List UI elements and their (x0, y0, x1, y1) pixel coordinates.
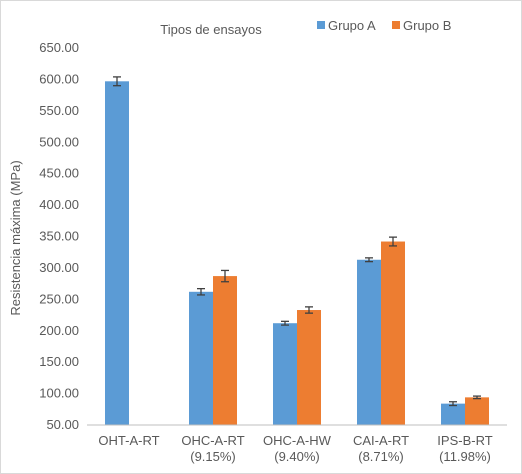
x-tick-label: IPS-B-RT (11.98%) (437, 433, 492, 464)
x-axis-labels: OHT-A-RT OHC-A-RT (9.15%) OHC-A-HW (9.40%) CA… (98, 433, 492, 464)
error-bar (221, 269, 229, 283)
bar-grupo-a (189, 291, 213, 425)
y-tick-label: 450.00 (39, 166, 79, 181)
x-tick-label: OHC-A-RT (9.15%) (181, 433, 244, 464)
y-tick-label: 300.00 (39, 260, 79, 275)
y-tick-label: 150.00 (39, 354, 79, 369)
y-tick-label: 400.00 (39, 197, 79, 212)
legend-label: Grupo A (328, 18, 376, 33)
y-axis-title: Resistencia máxima (MPa) (8, 160, 23, 315)
error-bar (113, 76, 121, 87)
error-bar (365, 257, 373, 263)
legend: Grupo A Grupo B (317, 18, 451, 33)
x-tick-label: CAI-A-RT (8.71%) (353, 433, 409, 464)
y-tick-label: 500.00 (39, 134, 79, 149)
error-bar (389, 236, 397, 247)
bar-grupo-b (381, 241, 405, 425)
error-bar (473, 395, 481, 400)
bar-grupo-b (297, 310, 321, 425)
x-tick-label: OHT-A-RT (98, 433, 159, 448)
bar-grupo-a (273, 323, 297, 425)
y-tick-label: 200.00 (39, 323, 79, 338)
bar-grupo-a (105, 81, 129, 425)
y-tick-label: 350.00 (39, 229, 79, 244)
legend-swatch (392, 21, 400, 29)
error-bar (449, 401, 457, 407)
bar-grupo-a (441, 403, 465, 425)
y-tick-label: 50.00 (46, 417, 79, 432)
bar-grupo-b (213, 276, 237, 425)
y-tick-label: 100.00 (39, 386, 79, 401)
error-bar (305, 306, 313, 314)
bar-grupo-a (357, 259, 381, 425)
y-tick-label: 550.00 (39, 103, 79, 118)
chart-title: Tipos de ensayos (160, 22, 262, 37)
bar-grupo-b (465, 397, 489, 425)
error-bar (197, 288, 205, 296)
y-tick-label: 650.00 (39, 40, 79, 55)
x-tick-label: OHC-A-HW (9.40%) (263, 433, 332, 464)
plot-area (87, 76, 507, 426)
y-tick-label: 250.00 (39, 291, 79, 306)
legend-label: Grupo B (403, 18, 451, 33)
y-tick-label: 600.00 (39, 71, 79, 86)
y-axis-ticks: 50.00 100.00 150.00 200.00 250.00 300.00 350.0… (39, 40, 79, 432)
legend-swatch (317, 21, 325, 29)
error-bar (281, 320, 289, 326)
